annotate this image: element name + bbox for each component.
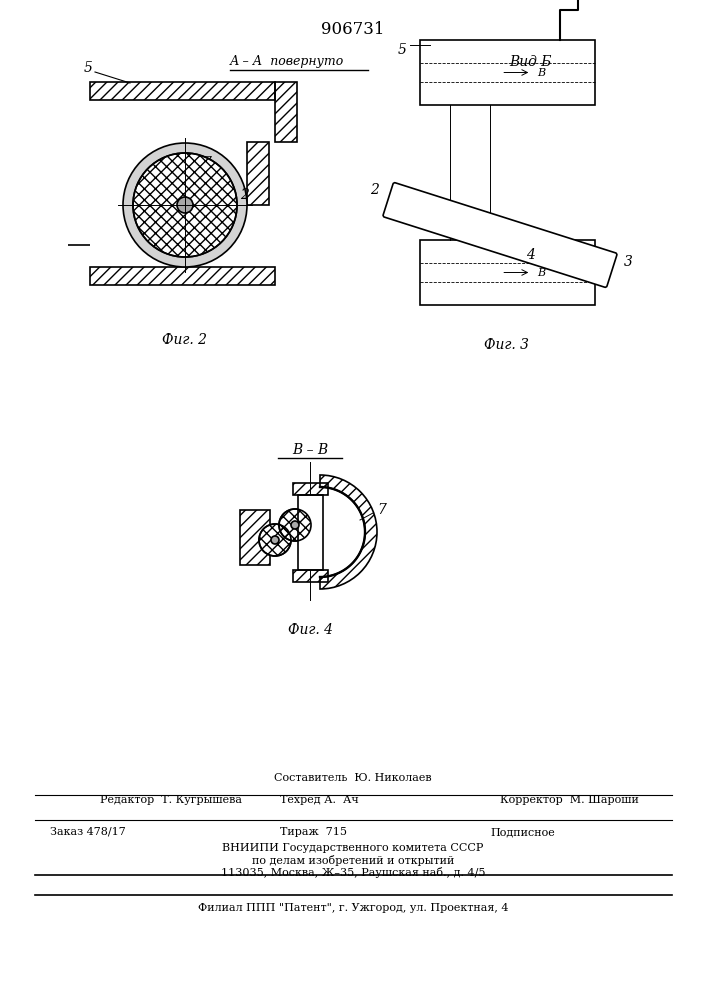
Bar (247, 142, 269, 205)
Text: 2: 2 (370, 183, 380, 197)
Bar (293, 570, 327, 582)
Text: Филиал ППП "Патент", г. Ужгород, ул. Проектная, 4: Филиал ППП "Патент", г. Ужгород, ул. Про… (198, 903, 508, 913)
Text: В: В (537, 68, 545, 78)
Bar (298, 494, 322, 570)
Text: Фиг. 3: Фиг. 3 (484, 338, 530, 352)
Text: 7: 7 (378, 503, 387, 517)
Circle shape (133, 153, 237, 257)
Text: Составитель  Ю. Николаев: Составитель Ю. Николаев (274, 773, 432, 783)
Bar (240, 510, 270, 565)
Text: В: В (537, 267, 545, 277)
Text: 906731: 906731 (321, 21, 385, 38)
Circle shape (123, 143, 247, 267)
Text: Вид Б: Вид Б (509, 55, 551, 69)
Text: В – В: В – В (292, 443, 328, 457)
Bar (90, 267, 275, 285)
Bar (275, 82, 297, 142)
Text: 5: 5 (397, 43, 407, 57)
Text: Редактор  Т. Кугрышева: Редактор Т. Кугрышева (100, 795, 242, 805)
Text: Корректор  М. Шароши: Корректор М. Шароши (500, 795, 639, 805)
Text: А – А  повернуто: А – А повернуто (230, 55, 344, 68)
Text: Тираж  715: Тираж 715 (280, 827, 347, 837)
Bar (420, 240, 595, 305)
Bar (293, 483, 327, 494)
Text: Заказ 478/17: Заказ 478/17 (50, 827, 126, 837)
Text: ВНИИПИ Государственного комитета СССР: ВНИИПИ Государственного комитета СССР (222, 843, 484, 853)
Bar (90, 82, 275, 100)
Text: Техред А.  Ач: Техред А. Ач (280, 795, 358, 805)
Text: 6: 6 (209, 228, 218, 242)
Text: Фиг. 2: Фиг. 2 (163, 333, 207, 347)
Text: 3: 3 (624, 255, 633, 269)
Text: по делам изобретений и открытий: по делам изобретений и открытий (252, 854, 454, 865)
Text: Фиг. 4: Фиг. 4 (288, 623, 332, 637)
Text: 7: 7 (203, 156, 211, 170)
Circle shape (177, 197, 193, 213)
Text: Подписное: Подписное (490, 827, 555, 837)
Text: 5: 5 (83, 61, 93, 75)
Text: 113035, Москва, Ж–35, Раушская наб., д. 4/5: 113035, Москва, Ж–35, Раушская наб., д. … (221, 866, 485, 878)
FancyBboxPatch shape (383, 183, 617, 287)
Circle shape (259, 524, 291, 556)
Text: 2: 2 (240, 188, 250, 202)
Circle shape (291, 521, 299, 529)
Text: 4: 4 (525, 248, 534, 262)
Bar (420, 40, 595, 105)
Circle shape (271, 536, 279, 544)
Circle shape (279, 509, 311, 541)
